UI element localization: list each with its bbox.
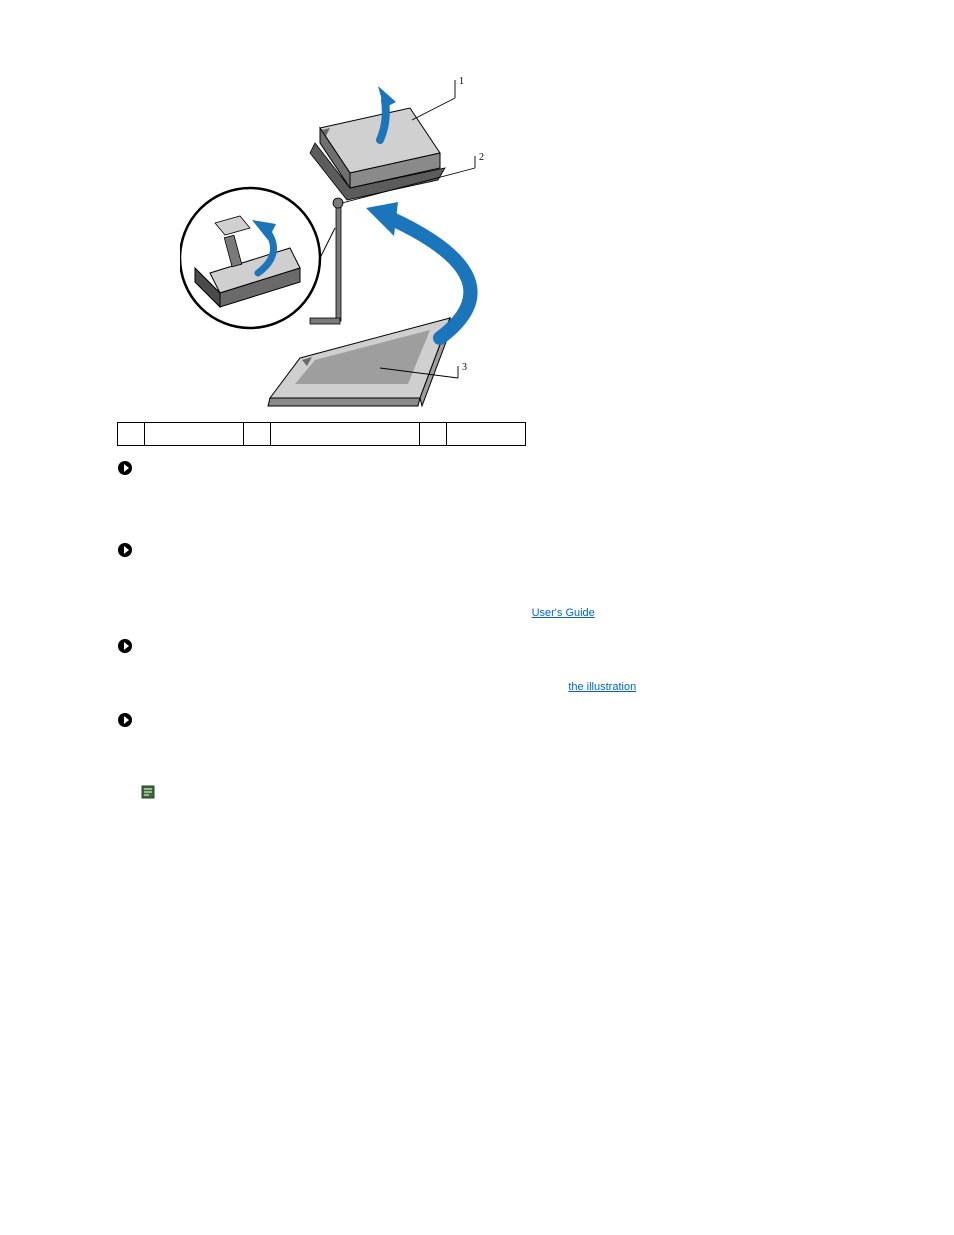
n3-em: not bbox=[598, 496, 613, 508]
step-12: 12. Set the processor lightly in the soc… bbox=[141, 818, 817, 864]
step-9: 9. Unpack the new processor. bbox=[141, 577, 817, 592]
callout-2: 2 bbox=[479, 152, 484, 163]
legend-3-label: socket bbox=[447, 423, 526, 446]
step-9-num: 9. bbox=[141, 578, 150, 590]
legend-table: 1 processor 2 release lever 3 socket bbox=[117, 422, 526, 446]
step-12-text: Set the processor lightly in the socket … bbox=[141, 819, 816, 862]
notice-4: NOTICE: Be careful not to bend any of th… bbox=[117, 540, 817, 563]
step-10-text1: If the release lever on the socket is no… bbox=[165, 681, 565, 693]
legend-1-num: 1 bbox=[118, 423, 145, 446]
notice-4-text: NOTICE: Be careful not to bend any of th… bbox=[141, 540, 817, 555]
illustration-link[interactable]: the illustration bbox=[568, 681, 636, 693]
note-icon bbox=[141, 785, 159, 804]
processor bbox=[310, 86, 445, 200]
callout-3: 3 bbox=[462, 362, 467, 373]
callout-1: 1 bbox=[459, 76, 464, 87]
step-9-sub-text: If any of the pins on the processor appe… bbox=[161, 607, 532, 619]
note-row: NOTE: The pin-1 corner of the processor … bbox=[141, 784, 817, 804]
note-text: NOTE: The pin-1 corner of the processor … bbox=[159, 784, 817, 798]
step-11: 11. Align the pin-1 corners of the proce… bbox=[141, 755, 817, 770]
content-block: NOTICE: Ground yourself by touching an u… bbox=[117, 458, 817, 878]
figure-svg: 1 2 3 bbox=[180, 68, 540, 408]
step-9-sub: If any of the pins on the processor appe… bbox=[161, 606, 817, 621]
step-11-text: Align the pin-1 corners of the processor… bbox=[164, 756, 415, 768]
notice-icon bbox=[117, 460, 141, 481]
socket bbox=[268, 318, 452, 406]
users-guide-link[interactable]: User's Guide bbox=[532, 607, 595, 619]
page: 1 2 3 1 processor 2 release lever 3 sock… bbox=[0, 0, 954, 1235]
table-row: 1 processor 2 release lever 3 socket bbox=[118, 423, 526, 446]
notice-icon bbox=[117, 542, 141, 563]
notice-1: NOTICE: Ground yourself by touching an u… bbox=[117, 458, 817, 481]
processor-figure: 1 2 3 bbox=[180, 68, 540, 413]
legend-2-num: 2 bbox=[244, 423, 271, 446]
legend-3-num: 3 bbox=[420, 423, 447, 446]
notice-1-text: NOTICE: Ground yourself by touching an u… bbox=[141, 458, 817, 473]
legend-1-label: processor bbox=[145, 423, 244, 446]
notice-icon bbox=[117, 638, 141, 659]
notice-3-sub: If you are installing a processor upgrad… bbox=[141, 495, 817, 526]
curved-arrow bbox=[366, 202, 470, 338]
note-label: NOTE: bbox=[159, 785, 190, 796]
step-10-text2: ). bbox=[636, 681, 643, 693]
notice-icon bbox=[117, 712, 141, 733]
notice-2: NOTICE: You must position the processor … bbox=[117, 636, 817, 667]
n3-prefix: If you are installing a processor upgrad… bbox=[141, 496, 598, 508]
legend-2-label: release lever bbox=[271, 423, 420, 446]
detail-inset bbox=[180, 188, 335, 328]
step-10: 10. If the release lever on the socket i… bbox=[141, 680, 817, 695]
step-9-text: Unpack the new processor. bbox=[159, 578, 292, 590]
note-body: The pin-1 corner of the processor has a … bbox=[190, 785, 673, 796]
notice-2-text: NOTICE: You must position the processor … bbox=[141, 636, 817, 667]
step-10-num: 10. bbox=[141, 681, 156, 693]
step-12-num: 12. bbox=[141, 819, 156, 831]
step-11-num: 11. bbox=[141, 756, 155, 768]
notice-5-text: NOTICE: Processor pins are delicate. To … bbox=[141, 710, 817, 741]
notice-5: NOTICE: Processor pins are delicate. To … bbox=[117, 710, 817, 741]
step-9-after-link: for information on contacting Dell). bbox=[595, 607, 766, 619]
